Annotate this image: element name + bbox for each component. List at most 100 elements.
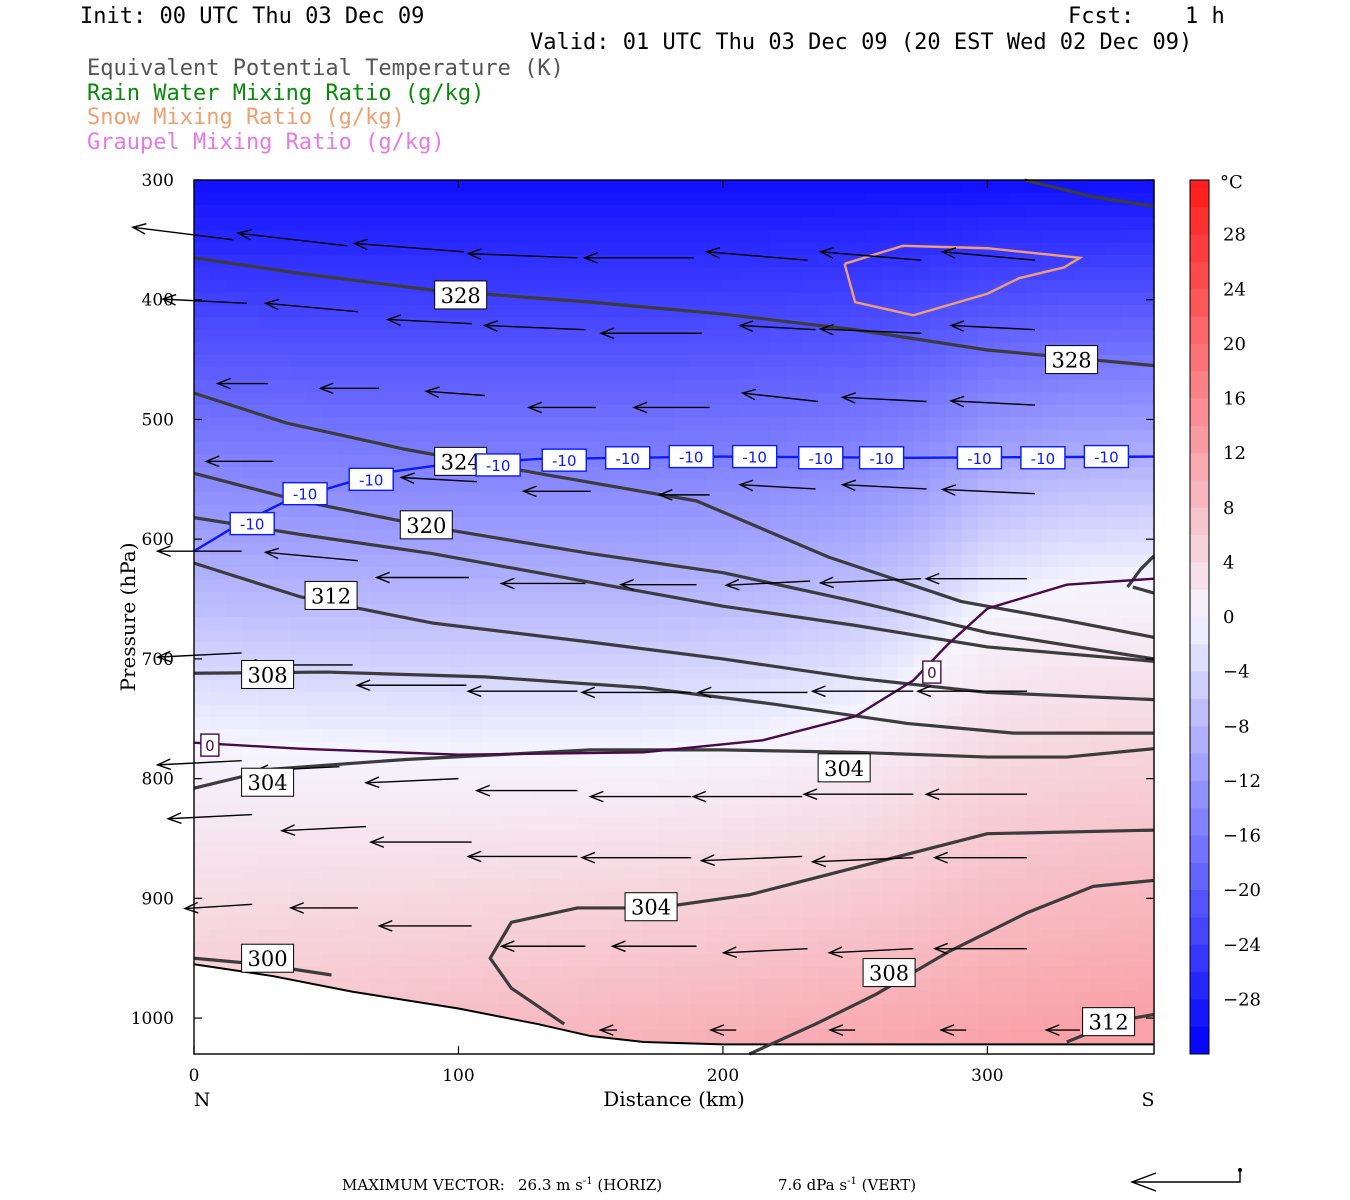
wind-vector [385,314,472,326]
theta-e-label: 328 [1052,349,1092,373]
wind-vector [827,946,914,959]
theta-e-label: 304 [631,896,671,920]
wind-vector [939,1024,967,1036]
contour-label-box [241,943,295,973]
wind-vector [280,824,366,836]
isotherm-label: -10 [486,457,511,475]
isotherm-label-box [475,453,521,477]
wind-vector [818,323,922,336]
colorbar-tick-label: 8 [1223,498,1234,519]
theta-e-label: 312 [1089,1011,1129,1035]
wind-vector [466,248,578,260]
isotherm-label: -10 [1031,450,1056,468]
y-tick-label: 500 [142,410,174,430]
y-tick-label: 600 [142,530,174,550]
wind-vector [699,854,803,866]
north-end-label: N [194,1089,211,1111]
wind-vector [632,401,710,414]
max-horizontal-vector: 26.3 m s-1 (HORIZ) [518,1176,663,1194]
wind-vector [802,788,914,801]
wind-vector [288,902,358,914]
wind-vector [374,571,470,584]
isotherm-label: -10 [809,450,834,468]
legend-item: Graupel Mixing Ratio (g/kg) [87,129,445,155]
max-vector-arrow [1132,1170,1241,1183]
isotherm-label-box [668,444,714,469]
wind-vector [840,479,927,492]
wind-vector [355,679,467,692]
wind-vector [949,320,1036,332]
wind-vector [130,223,234,241]
wind-vector [399,472,478,485]
y-tick-label: 700 [142,650,174,670]
theta-e-label: 324 [441,450,481,474]
wind-vector [724,578,811,591]
wind-vector [155,758,242,771]
contour-label-box [1045,345,1099,375]
isotherm-label: -10 [240,516,265,534]
max-vector-label: MAXIMUM VECTOR: [342,1176,505,1194]
wind-vector [738,320,816,332]
colorbar-tick-label: 20 [1223,334,1246,355]
y-tick-label: 400 [142,291,174,311]
contour-label-box [241,767,295,797]
terrain-mask [194,964,1154,1054]
isotherm-label: -10 [869,450,894,468]
contour-label-box [304,580,358,610]
theta-e-label: 304 [248,771,288,795]
wind-vector [263,298,359,313]
colorbar-tick-label: 28 [1223,225,1246,246]
theta-e-label: 304 [824,757,864,781]
wind-vector [932,851,1028,864]
wind-vector [364,776,459,789]
isotherm-label-box [1083,444,1130,469]
isotherm-label-box [1020,446,1066,470]
south-end-label: S [1141,1089,1154,1111]
colorbar-tick-label: −8 [1223,716,1250,737]
theta-e-label: 320 [406,514,446,538]
wind-vector [499,577,586,590]
theta-e-label: 308 [869,962,909,986]
isotherm-label-box [282,481,328,506]
wind-vector [740,388,819,403]
isotherm-label: -10 [679,449,704,467]
wind-vector [466,685,578,698]
wind-vector [482,320,586,332]
wind-vector [263,547,359,562]
contour-label-box [241,659,295,689]
isotherm-label: -10 [293,486,318,504]
wind-vector [204,455,274,468]
wind-vector [721,946,808,959]
wind-vector [810,685,914,698]
colorbar-unit: °C [1220,172,1243,193]
isotherm-label-box [798,446,844,470]
wind-vector [810,855,914,868]
wind-vector [738,479,816,492]
isotherm-label-box [229,511,275,536]
theta-e-label: 308 [248,663,288,687]
isotherm-label-box [858,446,905,470]
isotherm-label-box [922,660,942,684]
colorbar-tick-label: 4 [1223,552,1234,573]
wind-vector [526,401,596,414]
legend-item: Equivalent Potential Temperature (K) [87,56,564,81]
colorbar-tick-label: −24 [1223,935,1261,956]
wind-vector [466,850,578,863]
legend-item: Snow Mixing Ratio (g/kg) [87,105,405,130]
colorbar-tick-label: −4 [1223,662,1250,683]
wind-vector [474,784,578,797]
max-vertical-vector: 7.6 dPa s-1 (VERT) [778,1176,917,1194]
wind-vector [618,578,697,591]
isotherm-label: -10 [552,452,577,470]
contour-label-box [1082,1007,1136,1037]
x-tick-label: 100 [442,1066,474,1086]
wind-vector [610,940,697,953]
wind-vector [599,327,702,340]
wind-vector [657,489,710,501]
colorbar-tick-label: −28 [1223,989,1261,1010]
theta-e-contour-328 [1024,178,1155,208]
theta-e-contour-324 [193,391,1155,639]
contour-label-box [624,892,678,922]
theta-e-label: 328 [441,284,481,308]
theta-e-contour-304 [488,828,1155,1026]
